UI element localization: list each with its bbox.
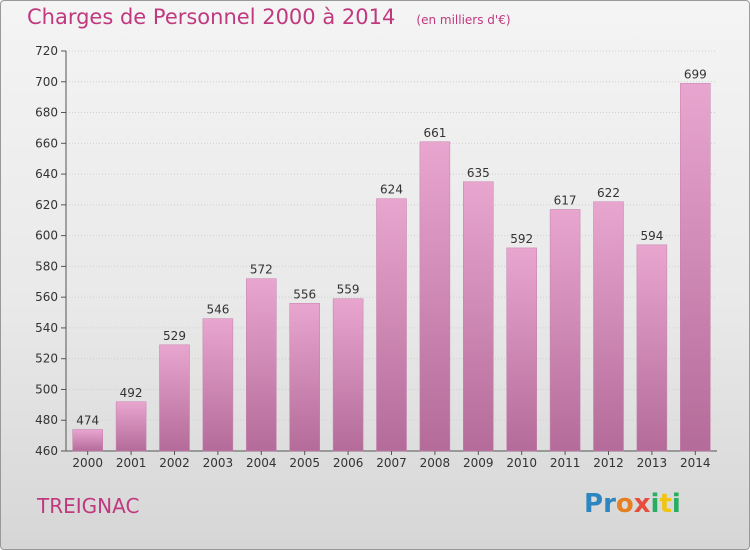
bar bbox=[376, 198, 407, 452]
bar bbox=[246, 278, 277, 452]
bar bbox=[159, 344, 190, 452]
bar bbox=[419, 141, 451, 452]
x-tick-label: 2009 bbox=[463, 456, 494, 470]
data-label: 559 bbox=[337, 283, 360, 297]
x-tick-label: 2007 bbox=[376, 456, 407, 470]
y-tick-label: 580 bbox=[35, 259, 58, 273]
y-tick-label: 600 bbox=[35, 229, 58, 243]
y-tick-label: 560 bbox=[35, 290, 58, 304]
y-tick-label: 460 bbox=[35, 444, 58, 458]
y-tick-label: 620 bbox=[35, 198, 58, 212]
x-tick-label: 2013 bbox=[637, 456, 668, 470]
bar bbox=[289, 303, 320, 452]
x-tick-label: 2000 bbox=[72, 456, 103, 470]
bar bbox=[593, 201, 624, 452]
x-tick-label: 2011 bbox=[550, 456, 581, 470]
title-row: Charges de Personnel 2000 à 2014 (en mil… bbox=[27, 5, 511, 29]
logo-letter: P bbox=[584, 489, 604, 519]
x-tick-label: 2004 bbox=[246, 456, 277, 470]
logo-letter: x bbox=[633, 489, 651, 519]
x-tick-label: 2003 bbox=[203, 456, 234, 470]
y-tick-label: 640 bbox=[35, 167, 58, 181]
data-label: 699 bbox=[684, 67, 707, 81]
data-label: 594 bbox=[640, 229, 663, 243]
x-tick-label: 2006 bbox=[333, 456, 364, 470]
x-tick-label: 2014 bbox=[680, 456, 711, 470]
data-label: 635 bbox=[467, 166, 490, 180]
data-label: 617 bbox=[554, 193, 577, 207]
x-tick-label: 2001 bbox=[116, 456, 147, 470]
proxiti-logo[interactable]: Proxiti bbox=[584, 489, 681, 519]
bar bbox=[506, 247, 537, 452]
logo-letter: i bbox=[650, 489, 660, 519]
y-tick-label: 680 bbox=[35, 106, 58, 120]
x-tick-label: 2002 bbox=[159, 456, 190, 470]
y-tick-label: 720 bbox=[35, 44, 58, 58]
bar bbox=[549, 209, 581, 452]
data-label: 624 bbox=[380, 183, 403, 197]
bar bbox=[680, 83, 711, 452]
data-label: 556 bbox=[293, 287, 316, 301]
x-tick-label: 2008 bbox=[420, 456, 451, 470]
data-label: 572 bbox=[250, 263, 273, 277]
x-tick-label: 2010 bbox=[506, 456, 537, 470]
logo-letter: i bbox=[671, 489, 681, 519]
y-tick-label: 480 bbox=[35, 413, 58, 427]
data-label: 661 bbox=[423, 126, 446, 140]
y-tick-label: 700 bbox=[35, 75, 58, 89]
bar bbox=[636, 244, 668, 452]
data-label: 529 bbox=[163, 329, 186, 343]
bar bbox=[463, 181, 494, 452]
chart-subtitle: (en milliers d'€) bbox=[416, 13, 511, 27]
town-name: TREIGNAC bbox=[37, 494, 140, 518]
chart-title: Charges de Personnel 2000 à 2014 bbox=[27, 5, 396, 29]
y-tick-label: 500 bbox=[35, 382, 58, 396]
data-label: 622 bbox=[597, 186, 620, 200]
data-label: 474 bbox=[76, 413, 99, 427]
data-label: 492 bbox=[120, 386, 143, 400]
bar bbox=[115, 401, 147, 452]
x-tick-label: 2005 bbox=[289, 456, 320, 470]
bar bbox=[72, 429, 103, 452]
data-label: 546 bbox=[206, 303, 229, 317]
y-tick-label: 520 bbox=[35, 352, 58, 366]
y-tick-label: 660 bbox=[35, 136, 58, 150]
data-label: 592 bbox=[510, 232, 533, 246]
logo-letter: t bbox=[659, 489, 672, 519]
bar bbox=[202, 318, 234, 452]
logo-letter: o bbox=[615, 489, 634, 519]
y-tick-label: 540 bbox=[35, 321, 58, 335]
bar bbox=[332, 298, 364, 452]
x-tick-label: 2012 bbox=[593, 456, 624, 470]
logo-letter: r bbox=[603, 489, 616, 519]
